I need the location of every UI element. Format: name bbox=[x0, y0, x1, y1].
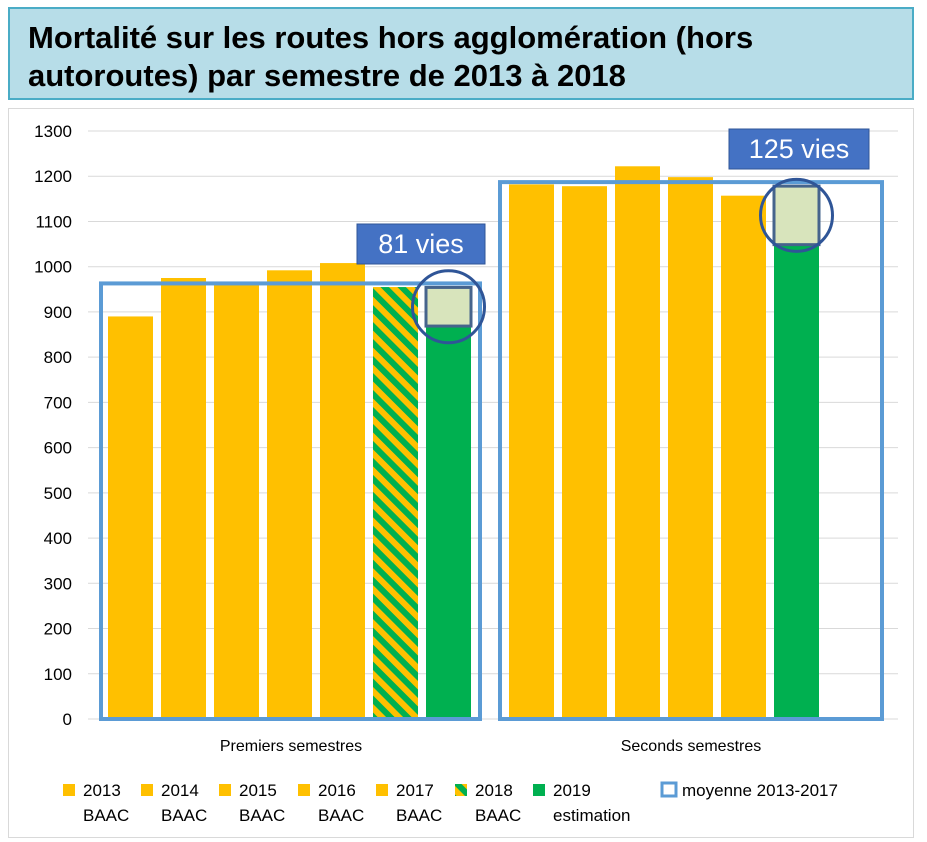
y-tick-label: 500 bbox=[44, 484, 72, 503]
legend-sublabel: BAAC bbox=[318, 806, 364, 825]
y-tick-label: 800 bbox=[44, 348, 72, 367]
y-tick-label: 1100 bbox=[35, 212, 72, 231]
legend-swatch bbox=[533, 784, 545, 796]
y-tick-label: 1200 bbox=[34, 167, 72, 186]
bar-2013-seconds bbox=[509, 184, 554, 719]
legend-label-moyenne: moyenne 2013-2017 bbox=[682, 781, 838, 800]
gap-box bbox=[424, 285, 473, 328]
legend: 2013 BAAC 2014 BAAC 2015 BAAC 2016 BAAC 2017 BAAC… bbox=[63, 781, 838, 825]
chart-title: Mortalité sur les routes hors agglomérat… bbox=[28, 20, 754, 93]
legend-label: 2017 bbox=[396, 781, 434, 800]
legend-sublabel: BAAC bbox=[396, 806, 442, 825]
bar-2016-seconds bbox=[668, 177, 713, 720]
legend-swatch bbox=[141, 784, 153, 796]
legend-label: 2016 bbox=[318, 781, 356, 800]
average-box bbox=[498, 180, 884, 721]
callout-label: 81 vies bbox=[378, 229, 464, 259]
title-banner: Mortalité sur les routes hors agglomérat… bbox=[8, 7, 914, 100]
callout-box bbox=[728, 128, 870, 170]
y-tick-label: 700 bbox=[44, 393, 72, 412]
y-tick-label: 200 bbox=[44, 620, 72, 639]
legend-swatch-moyenne bbox=[660, 781, 678, 798]
y-tick-label: 400 bbox=[44, 529, 72, 548]
legend-sublabel: BAAC bbox=[475, 806, 521, 825]
legend-swatch bbox=[298, 784, 310, 796]
y-tick-label: 600 bbox=[44, 439, 72, 458]
x-axis-categories: Premiers semestres Seconds semestres bbox=[220, 738, 761, 755]
bar-2015-premiers bbox=[214, 284, 259, 719]
legend-label: 2015 bbox=[239, 781, 277, 800]
highlight-circle bbox=[759, 177, 834, 253]
legend-swatch bbox=[455, 784, 467, 796]
legend-sublabel: BAAC bbox=[161, 806, 207, 825]
category-label: Seconds semestres bbox=[621, 738, 762, 755]
legend-swatch bbox=[376, 784, 388, 796]
legend-sublabel: BAAC bbox=[239, 806, 285, 825]
bar-2019-seconds bbox=[774, 238, 819, 719]
y-tick-label: 1000 bbox=[34, 258, 72, 277]
y-tick-label: 300 bbox=[44, 574, 72, 593]
chart-area-frame bbox=[8, 108, 914, 838]
callout-label: 125 vies bbox=[749, 134, 850, 164]
legend-label: 2018 bbox=[475, 781, 513, 800]
bar-2013-premiers bbox=[108, 316, 153, 719]
legend-swatch bbox=[63, 784, 75, 796]
legend-label: 2013 bbox=[83, 781, 121, 800]
bar-2016-premiers bbox=[267, 270, 312, 719]
bar-2017-premiers bbox=[320, 263, 365, 719]
legend-swatch bbox=[219, 784, 231, 796]
bar-2019-premiers bbox=[426, 320, 471, 719]
y-axis-ticks: 0 100 200 300 400 500 600 700 800 900 1000 1100 1200… bbox=[34, 122, 72, 729]
callout-box bbox=[356, 223, 486, 265]
y-tick-label: 900 bbox=[44, 303, 72, 322]
bar-2015-seconds bbox=[615, 166, 660, 719]
highlight-circle bbox=[411, 269, 486, 345]
bars bbox=[108, 166, 819, 720]
category-label: Premiers semestres bbox=[220, 738, 362, 755]
bar-2014-seconds bbox=[562, 186, 607, 720]
gap-box bbox=[772, 184, 821, 247]
legend-sublabel: estimation bbox=[553, 806, 630, 825]
bar-2018-premiers bbox=[373, 287, 418, 719]
y-tick-label: 100 bbox=[44, 665, 72, 684]
bar-2014-premiers bbox=[161, 278, 206, 719]
legend-label: 2014 bbox=[161, 781, 199, 800]
bar-2017-seconds bbox=[721, 195, 766, 719]
legend-sublabel: BAAC bbox=[83, 806, 129, 825]
y-tick-label: 1300 bbox=[34, 122, 72, 141]
y-tick-label: 0 bbox=[63, 710, 72, 729]
legend-label: 2019 bbox=[553, 781, 591, 800]
average-box bbox=[99, 281, 482, 721]
average-overlays: 81 vies 125 vies bbox=[99, 128, 884, 721]
